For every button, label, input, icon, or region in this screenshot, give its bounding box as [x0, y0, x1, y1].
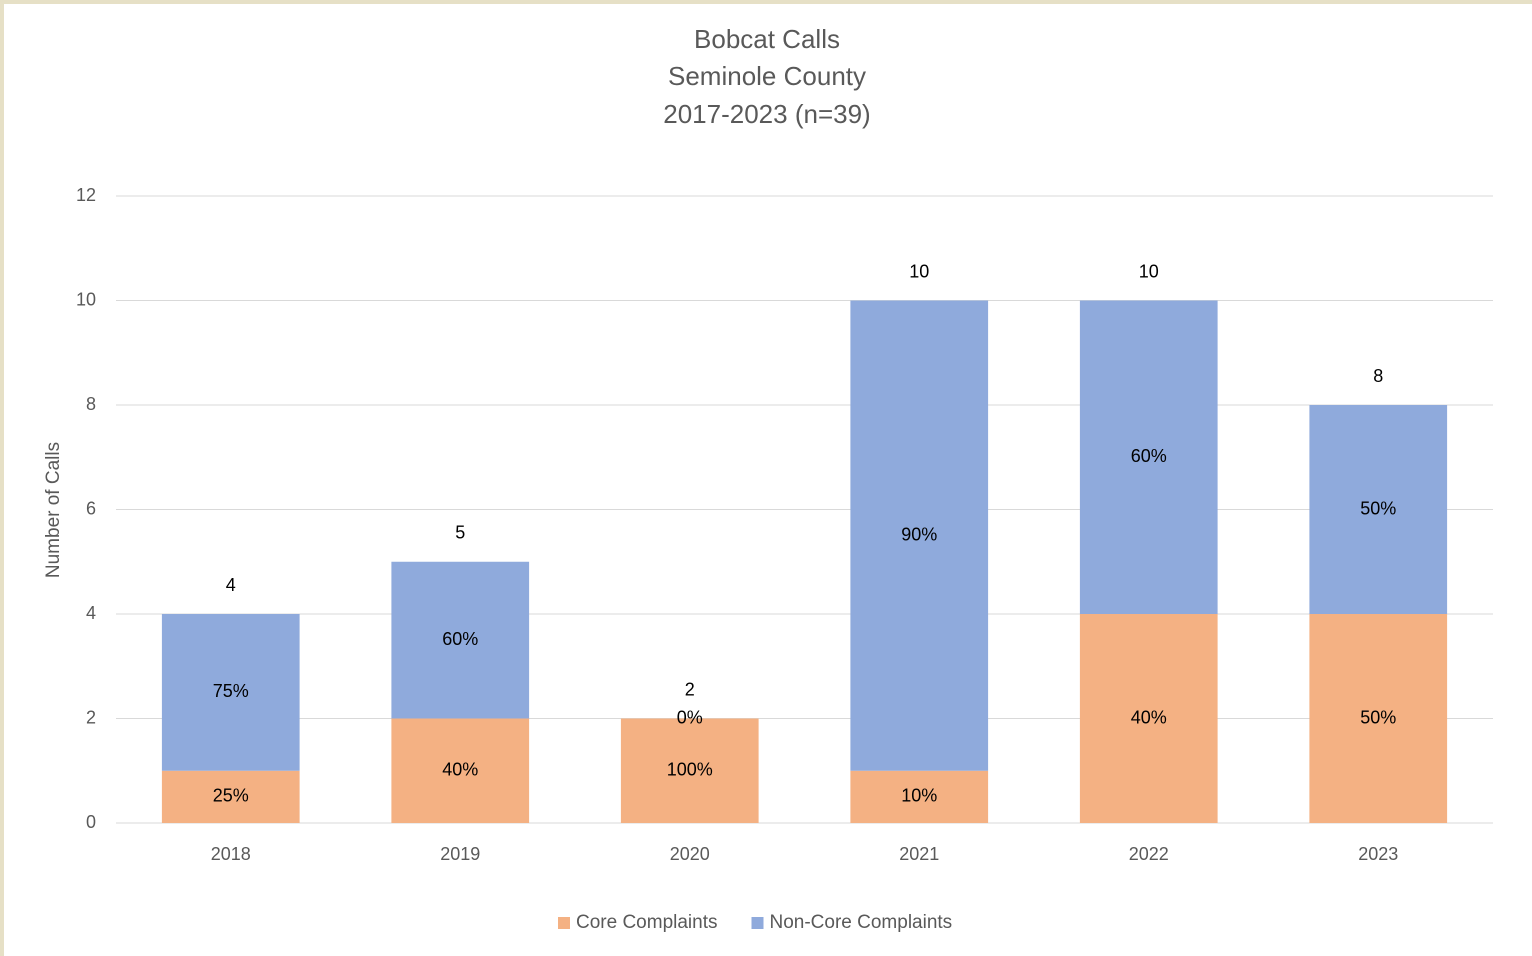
- data-label: 75%: [213, 681, 249, 701]
- x-tick-label: 2022: [1129, 844, 1169, 864]
- x-tick-label: 2020: [670, 844, 710, 864]
- data-label: 60%: [1131, 446, 1167, 466]
- bar-segment: [620, 718, 759, 823]
- data-label: 10%: [901, 786, 937, 806]
- total-label: 2: [685, 679, 695, 699]
- bar-segment: [1309, 405, 1448, 614]
- data-label: 0%: [677, 707, 703, 727]
- x-tick-label: 2018: [211, 844, 251, 864]
- y-tick-label: 8: [86, 394, 96, 414]
- chart-title: 2017-2023 (n=39): [663, 99, 870, 129]
- chart-title: Bobcat Calls: [694, 24, 840, 54]
- x-tick-label: 2023: [1358, 844, 1398, 864]
- data-label: 90%: [901, 524, 937, 544]
- total-label: 8: [1373, 366, 1383, 386]
- data-label: 100%: [667, 760, 713, 780]
- bar-segment: [1309, 614, 1448, 823]
- x-tick-label: 2021: [899, 844, 939, 864]
- bar-segment: [391, 561, 530, 719]
- total-label: 10: [909, 261, 929, 281]
- y-tick-label: 4: [86, 603, 96, 623]
- bar-segment: [391, 718, 530, 823]
- data-label: 40%: [1131, 707, 1167, 727]
- bar-segment: [161, 770, 300, 823]
- chart-title: Seminole County: [668, 61, 866, 91]
- legend-swatch: [751, 917, 764, 929]
- bar-segment: [850, 770, 989, 823]
- y-tick-label: 2: [86, 707, 96, 727]
- total-label: 5: [455, 523, 465, 543]
- legend-label: Non-Core Complaints: [770, 912, 953, 933]
- total-label: 4: [226, 575, 236, 595]
- total-label: 10: [1139, 261, 1159, 281]
- data-label: 50%: [1360, 707, 1396, 727]
- chart: Bobcat Calls Seminole County 2017-2023 (…: [4, 4, 1532, 956]
- data-label: 25%: [213, 786, 249, 806]
- y-tick-label: 0: [86, 812, 96, 832]
- bar-segment: [1079, 614, 1218, 823]
- bar-segment: [850, 300, 989, 771]
- data-label: 40%: [442, 760, 478, 780]
- y-tick-label: 6: [86, 498, 96, 518]
- data-label: 60%: [442, 629, 478, 649]
- y-axis-label: Number of Calls: [43, 442, 64, 578]
- data-label: 50%: [1360, 498, 1396, 518]
- y-tick-label: 10: [76, 289, 96, 309]
- bar-segment: [161, 614, 300, 771]
- legend-swatch: [558, 917, 570, 929]
- bar-segment: [1079, 300, 1218, 614]
- legend-label: Core Complaints: [576, 912, 718, 933]
- x-tick-label: 2019: [440, 844, 480, 864]
- y-tick-label: 12: [76, 185, 96, 205]
